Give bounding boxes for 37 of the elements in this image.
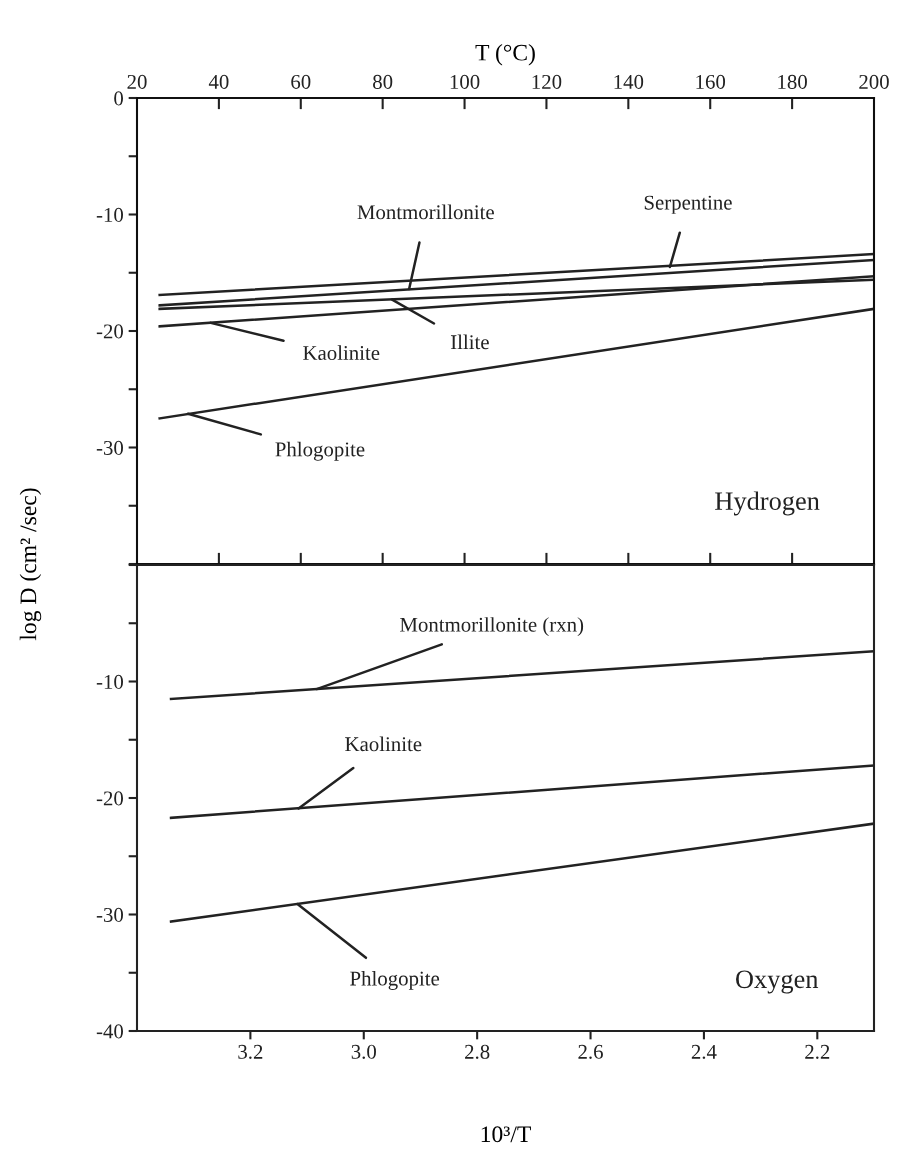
annotation: Kaolinite [345,736,422,752]
annotation: Phlogopite [350,970,440,990]
annotation: Hydrogen [715,491,820,516]
annotation: Kaolinite [303,345,380,360]
y-axis-title: log D (cm² /sec) [19,488,42,641]
annotation: Phlogopite [275,441,365,461]
annotation: Oxygen [736,970,819,994]
x2-tick-label: 20 [127,74,147,89]
x-tick-label: 2.2 [805,1044,830,1059]
x-axis-title: 10³/T [481,1126,531,1143]
annotation: Illite [450,334,489,350]
y-tick-label: -20 [96,324,124,339]
annotation: Serpentine [644,195,732,214]
x-tick-label: 3.0 [351,1044,376,1059]
y-tick-label: -10 [96,207,124,222]
annotation: Montmorillonite [357,204,494,220]
x-tick-label: 3.2 [238,1044,263,1059]
x-tick-label: 2.6 [578,1044,603,1059]
x2-tick-label: 40 [208,74,229,89]
x-tick-label: 2.8 [465,1044,490,1059]
x2-tick-label: 140 [614,74,644,89]
y-tick-label: -30 [96,440,124,455]
x2-tick-label: 200 [859,74,889,89]
x-tick-label: 2.4 [691,1044,717,1059]
annotation: Montmorillonite (rxn) [400,617,584,637]
y-tick-label: -10 [96,674,124,689]
x2-tick-label: 60 [291,74,311,89]
x2-axis-title: T (°C) [475,43,535,66]
y-tick-label: -20 [96,791,124,806]
x2-tick-label: 120 [532,74,562,89]
x2-tick-label: 100 [450,74,480,89]
y-tick-label: 0 [114,91,124,106]
x2-tick-label: 80 [373,74,393,89]
y-tick-label: -30 [96,907,124,922]
y-tick-label: -40 [96,1024,124,1039]
x2-tick-label: 180 [778,74,807,89]
x2-tick-label: 160 [696,74,726,89]
